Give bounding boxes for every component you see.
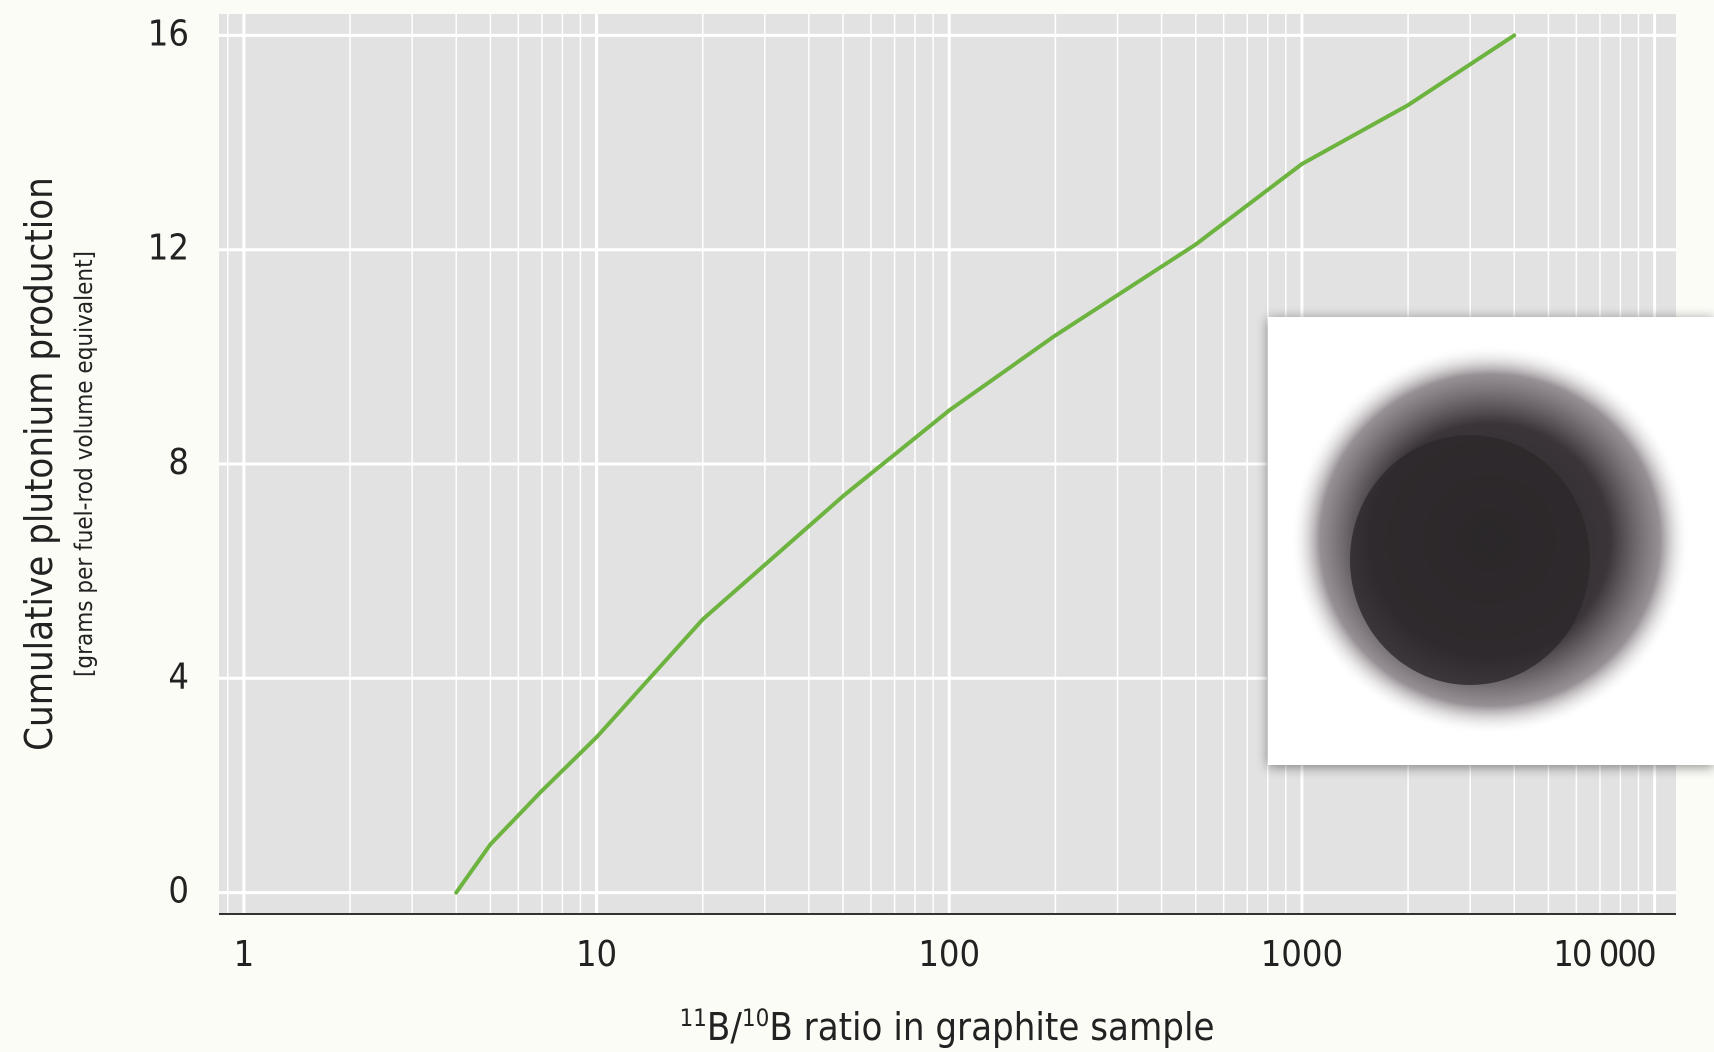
y-tick-label: 0 (168, 871, 189, 912)
y-tick-label: 16 (148, 13, 189, 54)
y-tick-label: 12 (148, 228, 189, 269)
x-tick-label: 1 (234, 934, 255, 975)
x-tick-label: 10 (576, 934, 617, 975)
photo (1268, 317, 1714, 765)
y-axis-title: Cumulative plutonium production (17, 177, 61, 751)
x-axis-title: 11B/10B ratio in graphite sample (679, 1004, 1214, 1049)
x-tick-label: 10 000 (1553, 934, 1655, 975)
y-tick-label: 4 (168, 656, 189, 697)
y-axis-subtitle: [grams per fuel-rod volume equivalent] (70, 251, 98, 677)
x-tick-label: 1000 (1261, 934, 1343, 975)
x-tick-label: 100 (918, 934, 980, 975)
data-line (454, 33, 1517, 895)
y-tick-label: 8 (168, 442, 189, 483)
